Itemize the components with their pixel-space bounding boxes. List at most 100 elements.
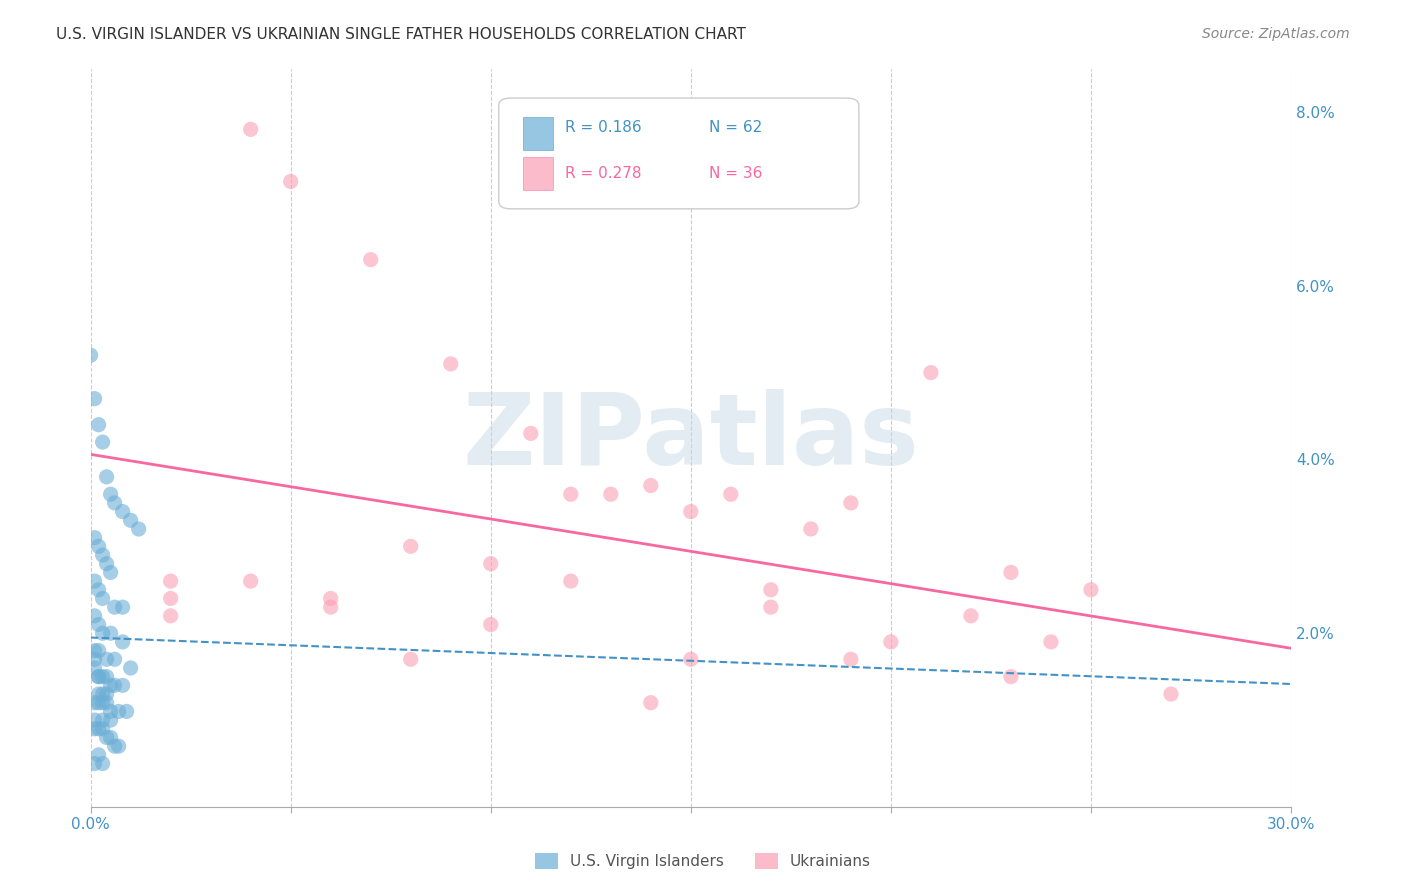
Point bbox=[679, 505, 702, 519]
Point bbox=[83, 392, 105, 406]
Point bbox=[96, 731, 118, 745]
Point bbox=[839, 652, 862, 666]
Text: Source: ZipAtlas.com: Source: ZipAtlas.com bbox=[1202, 27, 1350, 41]
Point bbox=[104, 652, 127, 666]
Point bbox=[100, 713, 122, 727]
Text: R = 0.278: R = 0.278 bbox=[565, 166, 641, 181]
Point bbox=[87, 539, 110, 553]
FancyBboxPatch shape bbox=[523, 117, 553, 150]
Point bbox=[91, 756, 114, 771]
Point bbox=[128, 522, 150, 536]
Point bbox=[720, 487, 742, 501]
Point bbox=[83, 713, 105, 727]
Point bbox=[1160, 687, 1182, 701]
Point bbox=[479, 557, 502, 571]
Text: R = 0.186: R = 0.186 bbox=[565, 120, 641, 135]
Point bbox=[519, 426, 541, 441]
Point bbox=[87, 722, 110, 736]
Point bbox=[83, 608, 105, 623]
Point bbox=[91, 696, 114, 710]
Point bbox=[107, 739, 129, 754]
Point bbox=[759, 582, 782, 597]
Point bbox=[87, 687, 110, 701]
Point bbox=[800, 522, 823, 536]
Point bbox=[91, 435, 114, 450]
Point bbox=[111, 678, 134, 692]
Point bbox=[640, 478, 662, 492]
Point bbox=[96, 687, 118, 701]
Point bbox=[107, 705, 129, 719]
FancyBboxPatch shape bbox=[523, 157, 553, 190]
Point bbox=[83, 722, 105, 736]
Point bbox=[100, 705, 122, 719]
Point bbox=[360, 252, 382, 267]
Point bbox=[91, 670, 114, 684]
Point bbox=[111, 600, 134, 615]
Point bbox=[96, 652, 118, 666]
Point bbox=[104, 739, 127, 754]
Text: U.S. VIRGIN ISLANDER VS UKRAINIAN SINGLE FATHER HOUSEHOLDS CORRELATION CHART: U.S. VIRGIN ISLANDER VS UKRAINIAN SINGLE… bbox=[56, 27, 747, 42]
Point bbox=[87, 582, 110, 597]
Point bbox=[104, 496, 127, 510]
Point bbox=[91, 591, 114, 606]
Point bbox=[960, 608, 983, 623]
Point bbox=[280, 174, 302, 188]
FancyBboxPatch shape bbox=[499, 98, 859, 209]
Point bbox=[159, 591, 181, 606]
Point bbox=[83, 643, 105, 657]
Point bbox=[759, 600, 782, 615]
Point bbox=[640, 696, 662, 710]
Point bbox=[111, 505, 134, 519]
Point bbox=[115, 705, 138, 719]
Point bbox=[159, 608, 181, 623]
Point bbox=[83, 574, 105, 588]
Point bbox=[100, 566, 122, 580]
Point bbox=[87, 643, 110, 657]
Point bbox=[96, 470, 118, 484]
Point bbox=[96, 557, 118, 571]
Point bbox=[839, 496, 862, 510]
Point bbox=[1080, 582, 1102, 597]
Point bbox=[91, 548, 114, 562]
Point bbox=[91, 687, 114, 701]
Point bbox=[87, 670, 110, 684]
Point bbox=[120, 661, 142, 675]
Point bbox=[880, 635, 903, 649]
Point bbox=[111, 635, 134, 649]
Point bbox=[91, 713, 114, 727]
Point bbox=[319, 600, 342, 615]
Point bbox=[87, 747, 110, 762]
Point bbox=[79, 348, 101, 362]
Point bbox=[104, 600, 127, 615]
Text: ZIPatlas: ZIPatlas bbox=[463, 389, 920, 486]
Point bbox=[83, 756, 105, 771]
Point bbox=[239, 574, 262, 588]
Point bbox=[104, 678, 127, 692]
Point bbox=[83, 652, 105, 666]
Point bbox=[159, 574, 181, 588]
Point bbox=[91, 722, 114, 736]
Point bbox=[83, 531, 105, 545]
Point bbox=[1039, 635, 1062, 649]
Point bbox=[87, 670, 110, 684]
Point bbox=[120, 513, 142, 527]
Point bbox=[83, 661, 105, 675]
Legend: U.S. Virgin Islanders, Ukrainians: U.S. Virgin Islanders, Ukrainians bbox=[529, 847, 877, 875]
Point bbox=[87, 417, 110, 432]
Point bbox=[399, 652, 422, 666]
Point bbox=[91, 626, 114, 640]
Point bbox=[87, 617, 110, 632]
Point bbox=[560, 487, 582, 501]
Point bbox=[87, 696, 110, 710]
Point bbox=[239, 122, 262, 136]
Text: N = 62: N = 62 bbox=[709, 120, 762, 135]
Point bbox=[96, 670, 118, 684]
Point bbox=[599, 487, 621, 501]
Point bbox=[96, 696, 118, 710]
Point bbox=[440, 357, 463, 371]
Point bbox=[679, 652, 702, 666]
Point bbox=[100, 731, 122, 745]
Text: N = 36: N = 36 bbox=[709, 166, 762, 181]
Point bbox=[319, 591, 342, 606]
Point bbox=[920, 366, 942, 380]
